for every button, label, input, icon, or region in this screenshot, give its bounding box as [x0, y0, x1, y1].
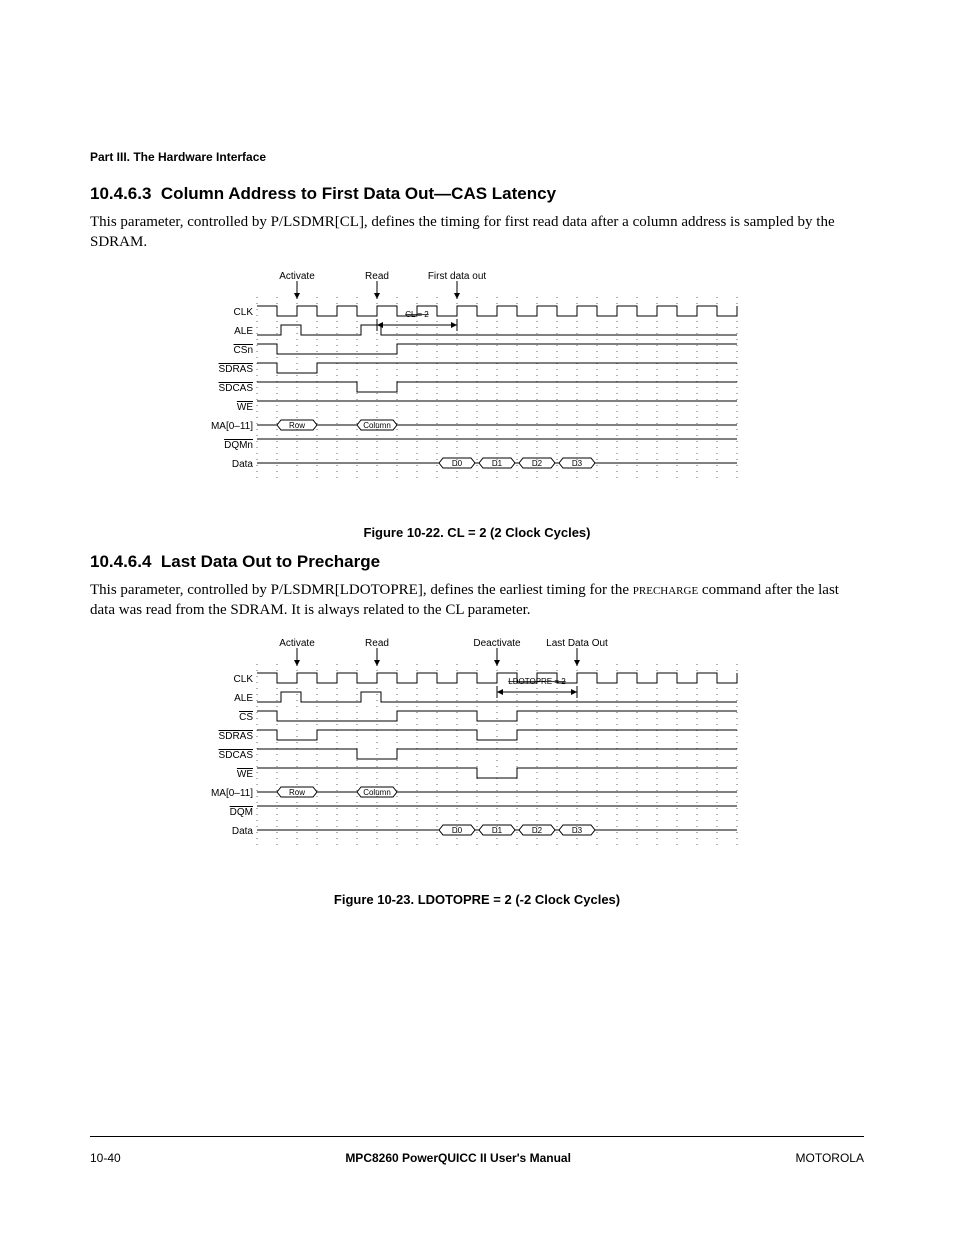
- section-heading-1: 10.4.6.3 Column Address to First Data Ou…: [90, 184, 864, 204]
- svg-text:D2: D2: [532, 459, 543, 468]
- page-footer: 10-40 MPC8260 PowerQUICC II User's Manua…: [90, 1136, 864, 1165]
- svg-text:SDCAS: SDCAS: [219, 750, 254, 761]
- page: Part III. The Hardware Interface 10.4.6.…: [0, 0, 954, 1235]
- svg-text:Read: Read: [365, 638, 389, 649]
- svg-text:Activate: Activate: [279, 638, 315, 649]
- svg-text:ALE: ALE: [234, 693, 253, 704]
- svg-text:Row: Row: [289, 788, 305, 797]
- svg-text:First data out: First data out: [428, 271, 487, 282]
- svg-text:CLK: CLK: [234, 307, 254, 318]
- svg-text:D0: D0: [452, 459, 463, 468]
- svg-text:Read: Read: [365, 271, 389, 282]
- svg-text:Column: Column: [363, 788, 391, 797]
- section-title: Column Address to First Data Out—CAS Lat…: [161, 184, 556, 203]
- section-number: 10.4.6.3: [90, 184, 151, 203]
- svg-text:WE: WE: [237, 402, 253, 413]
- svg-text:CS: CS: [239, 712, 253, 723]
- svg-text:Row: Row: [289, 421, 305, 430]
- vendor-name: MOTOROLA: [796, 1151, 864, 1165]
- svg-text:CSn: CSn: [234, 345, 253, 356]
- svg-text:Last Data Out: Last Data Out: [546, 638, 608, 649]
- svg-text:D3: D3: [572, 826, 583, 835]
- svg-text:Activate: Activate: [279, 271, 315, 282]
- svg-text:DQM: DQM: [230, 807, 253, 818]
- footer-rule: [90, 1136, 864, 1137]
- svg-text:CL = 2: CL = 2: [405, 310, 429, 319]
- svg-text:D0: D0: [452, 826, 463, 835]
- section-heading-2: 10.4.6.4 Last Data Out to Precharge: [90, 552, 864, 572]
- svg-text:SDRAS: SDRAS: [219, 364, 254, 375]
- svg-text:D1: D1: [492, 826, 503, 835]
- svg-text:D3: D3: [572, 459, 583, 468]
- manual-title: MPC8260 PowerQUICC II User's Manual: [345, 1151, 571, 1165]
- svg-text:Data: Data: [232, 826, 254, 837]
- section-number: 10.4.6.4: [90, 552, 151, 571]
- section-body-1: This parameter, controlled by P/LSDMR[CL…: [90, 212, 864, 253]
- figure-caption-1: Figure 10-22. CL = 2 (2 Clock Cycles): [90, 525, 864, 540]
- svg-text:WE: WE: [237, 769, 253, 780]
- section-body-2: This parameter, controlled by P/LSDMR[LD…: [90, 580, 864, 621]
- svg-text:SDCAS: SDCAS: [219, 383, 254, 394]
- svg-text:D1: D1: [492, 459, 503, 468]
- part-header: Part III. The Hardware Interface: [90, 150, 864, 164]
- svg-text:MA[0–11]: MA[0–11]: [211, 421, 253, 432]
- svg-text:LDOTOPRE = 2: LDOTOPRE = 2: [508, 677, 566, 686]
- svg-text:Data: Data: [232, 459, 254, 470]
- figure-caption-2: Figure 10-23. LDOTOPRE = 2 (-2 Clock Cyc…: [90, 892, 864, 907]
- svg-text:CLK: CLK: [234, 674, 254, 685]
- timing-diagram-2: Activate Read Deactivate Last Data Out CLK AL…: [197, 634, 757, 884]
- page-number: 10-40: [90, 1151, 121, 1165]
- svg-text:ALE: ALE: [234, 326, 253, 337]
- svg-text:Deactivate: Deactivate: [473, 638, 521, 649]
- section-title: Last Data Out to Precharge: [161, 552, 380, 571]
- svg-text:MA[0–11]: MA[0–11]: [211, 788, 253, 799]
- timing-diagram-1: Activate Read First data out CLK ALE CSn SDRAS…: [197, 267, 757, 517]
- svg-text:DQMn: DQMn: [224, 440, 253, 451]
- svg-text:D2: D2: [532, 826, 543, 835]
- svg-text:SDRAS: SDRAS: [219, 731, 254, 742]
- svg-text:Column: Column: [363, 421, 391, 430]
